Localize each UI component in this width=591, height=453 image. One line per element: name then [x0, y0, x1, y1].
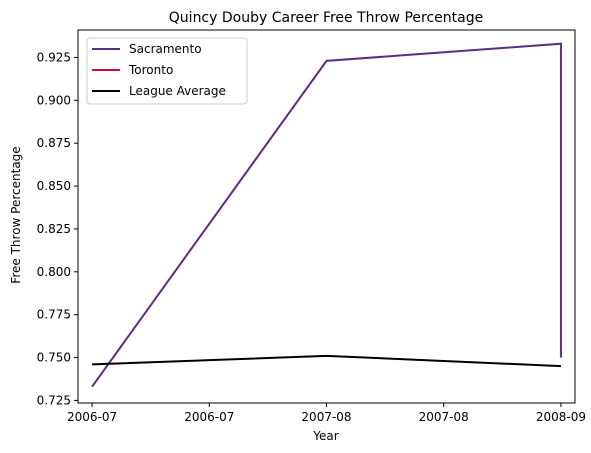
x-tick-label: 2007-08 — [419, 410, 469, 424]
legend-label: League Average — [129, 84, 226, 98]
x-tick-label: 2006-07 — [67, 410, 117, 424]
x-tick-label: 2006-07 — [184, 410, 234, 424]
x-tick-label: 2007-08 — [301, 410, 351, 424]
y-tick-label: 0.825 — [37, 222, 71, 236]
chart-title: Quincy Douby Career Free Throw Percentag… — [169, 10, 483, 26]
y-tick-label: 0.875 — [37, 136, 71, 150]
series-line-sacramento — [91, 42, 562, 388]
y-tick-label: 0.900 — [37, 93, 71, 107]
x-tick-label: 2008-09 — [536, 410, 586, 424]
y-tick-label: 0.750 — [37, 351, 71, 365]
y-tick-label: 0.775 — [37, 308, 71, 322]
legend-box — [86, 37, 248, 105]
x-axis-label: Year — [312, 429, 338, 443]
y-tick-label: 0.850 — [37, 179, 71, 193]
y-axis-label: Free Throw Percentage — [9, 146, 23, 283]
y-tick-label: 0.925 — [37, 50, 71, 64]
y-tick-label: 0.800 — [37, 265, 71, 279]
y-tick-label: 0.725 — [37, 393, 71, 407]
legend-label: Toronto — [128, 63, 173, 77]
plot-area: 0.725 0.750 0.775 0.800 0.825 0.850 0.875 0.900… — [37, 29, 586, 424]
legend-label: Sacramento — [129, 42, 202, 56]
series-line-league-average — [92, 354, 561, 368]
